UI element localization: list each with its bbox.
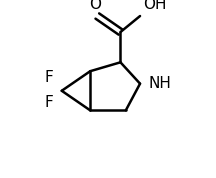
Text: NH: NH (148, 76, 171, 91)
Text: F: F (45, 95, 54, 110)
Text: O: O (89, 0, 101, 12)
Text: F: F (45, 70, 54, 85)
Text: OH: OH (143, 0, 167, 12)
